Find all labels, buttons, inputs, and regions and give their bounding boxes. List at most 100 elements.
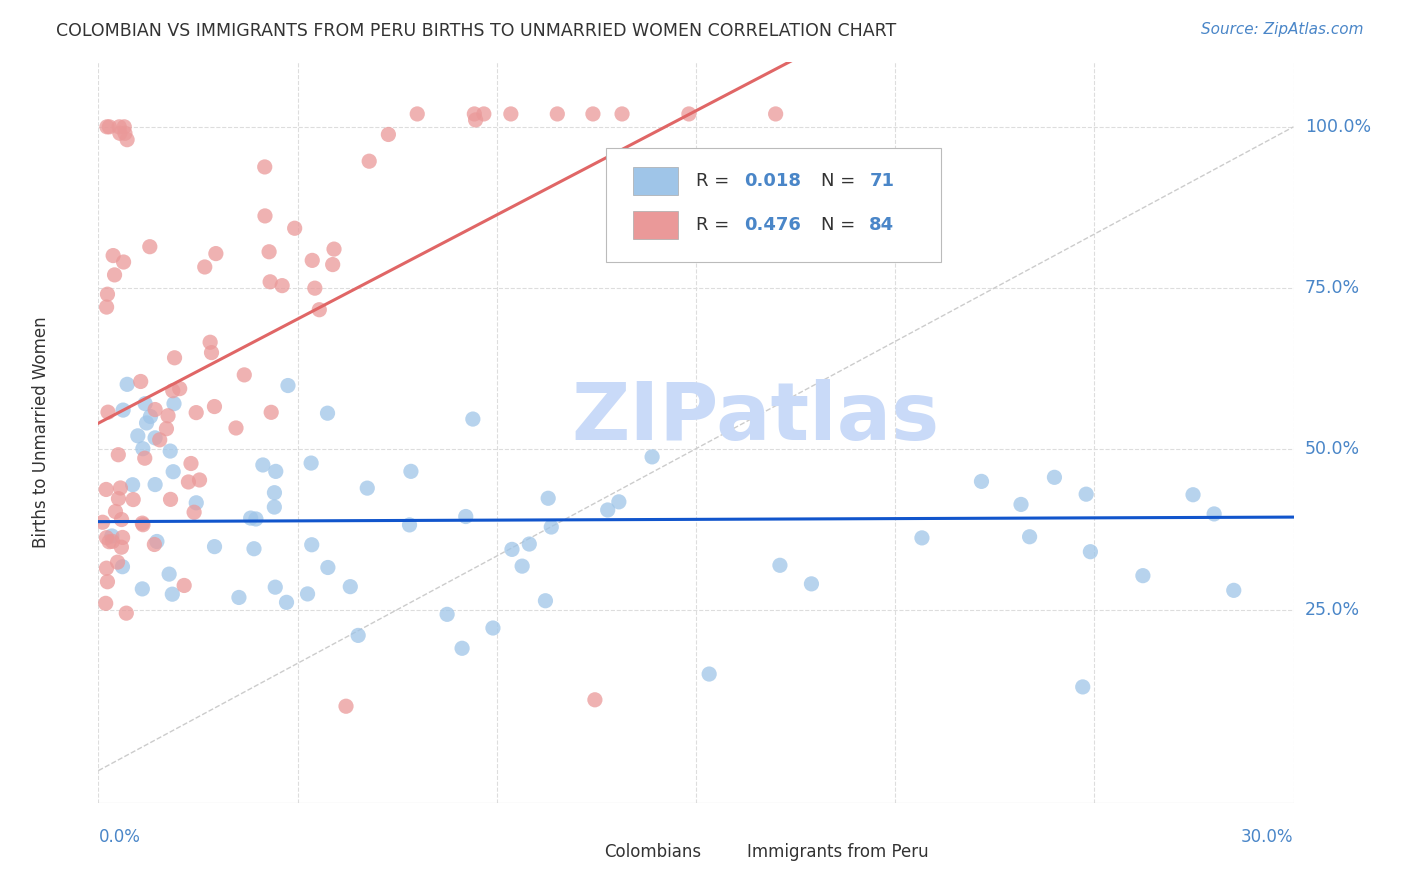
Point — [582, 107, 605, 121]
Text: 100.0%: 100.0% — [1305, 118, 1371, 136]
Text: Colombians: Colombians — [605, 844, 702, 862]
Point — [110, 481, 132, 495]
Point — [96, 300, 118, 314]
Point — [115, 377, 138, 392]
Point — [540, 520, 562, 534]
Point — [510, 559, 533, 574]
Point — [769, 558, 792, 573]
Point — [159, 492, 181, 507]
Point — [583, 693, 606, 707]
Point — [322, 258, 344, 272]
Point — [205, 246, 228, 260]
Text: N =: N = — [821, 217, 862, 235]
Point — [149, 433, 172, 447]
Point — [155, 422, 177, 436]
Point — [162, 384, 184, 398]
Point — [1132, 568, 1154, 582]
Point — [1223, 583, 1246, 598]
Point — [253, 160, 276, 174]
Point — [110, 512, 132, 526]
Point — [101, 249, 124, 263]
Point — [347, 628, 370, 642]
Point — [134, 397, 156, 411]
Point — [263, 485, 285, 500]
Point — [134, 451, 156, 466]
Point — [204, 400, 226, 414]
Point — [96, 531, 118, 545]
Point — [472, 107, 495, 121]
Point — [96, 483, 118, 497]
Point — [482, 621, 505, 635]
Point — [97, 405, 120, 419]
Point — [108, 120, 131, 134]
Point — [1071, 680, 1094, 694]
Point — [463, 107, 485, 121]
Point — [264, 464, 287, 478]
Point — [225, 421, 247, 435]
Text: 0.476: 0.476 — [744, 217, 800, 235]
Text: Source: ZipAtlas.com: Source: ZipAtlas.com — [1201, 22, 1364, 37]
Point — [143, 537, 166, 551]
Point — [98, 120, 121, 134]
Point — [970, 475, 993, 489]
Text: COLOMBIAN VS IMMIGRANTS FROM PERU BIRTHS TO UNMARRIED WOMEN CORRELATION CHART: COLOMBIAN VS IMMIGRANTS FROM PERU BIRTHS… — [56, 22, 897, 40]
Text: N =: N = — [821, 172, 862, 190]
Point — [546, 107, 568, 121]
Text: 30.0%: 30.0% — [1241, 828, 1294, 846]
Text: 84: 84 — [869, 217, 894, 235]
Point — [112, 255, 135, 269]
Point — [104, 504, 127, 518]
Point — [135, 416, 157, 430]
Point — [157, 567, 180, 582]
Point — [111, 531, 134, 545]
Point — [228, 591, 250, 605]
Point — [697, 667, 720, 681]
Point — [308, 302, 330, 317]
Point — [610, 107, 633, 121]
Point — [451, 641, 474, 656]
Point — [108, 126, 131, 140]
Point — [596, 503, 619, 517]
Bar — [558, 846, 596, 870]
Point — [501, 542, 523, 557]
Point — [323, 242, 346, 256]
Point — [253, 209, 276, 223]
Point — [800, 577, 823, 591]
Point — [1043, 470, 1066, 484]
Text: 71: 71 — [869, 172, 894, 190]
Point — [406, 107, 429, 121]
Point — [127, 429, 149, 443]
Text: Births to Unmarried Women: Births to Unmarried Women — [32, 317, 51, 549]
Point — [101, 534, 124, 549]
Point — [94, 596, 117, 610]
Point — [517, 537, 540, 551]
Point — [678, 107, 700, 121]
Point — [96, 574, 118, 589]
Point — [143, 402, 166, 417]
Point — [271, 278, 294, 293]
Point — [641, 450, 664, 464]
Point — [398, 517, 420, 532]
FancyBboxPatch shape — [606, 147, 941, 262]
Point — [101, 529, 124, 543]
Point — [143, 477, 166, 491]
Point — [96, 287, 118, 301]
Point — [377, 128, 399, 142]
Text: R =: R = — [696, 172, 735, 190]
Bar — [633, 167, 678, 195]
Point — [112, 120, 135, 134]
Point — [335, 699, 357, 714]
Point — [200, 345, 222, 359]
Point — [359, 154, 381, 169]
Point — [316, 560, 339, 574]
Point — [299, 456, 322, 470]
Point — [96, 120, 118, 134]
Point — [233, 368, 256, 382]
Point — [107, 555, 129, 569]
Point — [107, 491, 129, 506]
Point — [1204, 507, 1226, 521]
Point — [111, 559, 134, 574]
Point — [252, 458, 274, 472]
Point — [115, 606, 138, 620]
Point — [103, 268, 125, 282]
